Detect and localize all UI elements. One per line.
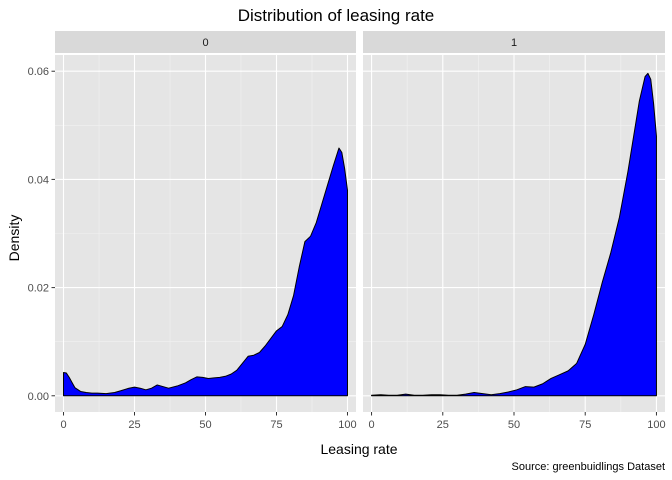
x-tick-label: 100 — [338, 419, 356, 431]
y-tick-label: 0.04 — [28, 174, 49, 186]
x-tick-label: 0 — [368, 419, 374, 431]
y-axis: 0.00 0.02 0.04 0.06 — [28, 66, 55, 403]
x-tick-label: 50 — [199, 419, 211, 431]
x-tick-label: 25 — [128, 419, 140, 431]
facet-strip — [363, 31, 665, 53]
facet-strip-label: 0 — [202, 37, 208, 49]
y-tick-label: 0.06 — [28, 66, 49, 78]
x-tick-label: 75 — [270, 419, 282, 431]
chart-title: Distribution of leasing rate — [238, 6, 435, 25]
facet-panel-1: 1 — [363, 31, 665, 412]
caption: Source: greenbuidlings Dataset — [512, 461, 665, 473]
y-tick-label: 0.00 — [28, 391, 49, 403]
x-axis: 0 25 50 75 100 0 25 50 75 100 — [60, 412, 666, 431]
facet-strip — [55, 31, 356, 53]
facet-strip-label: 1 — [511, 37, 517, 49]
y-axis-title: Density — [6, 215, 22, 262]
y-tick-label: 0.02 — [28, 283, 49, 295]
x-tick-label: 25 — [437, 419, 449, 431]
facet-panel-0: 0 — [55, 31, 356, 412]
density-area-1 — [371, 72, 657, 397]
x-axis-title: Leasing rate — [320, 441, 397, 457]
x-tick-label: 75 — [579, 419, 591, 431]
x-tick-label: 100 — [647, 419, 665, 431]
density-area-0 — [63, 147, 348, 397]
x-tick-label: 50 — [508, 419, 520, 431]
x-tick-label: 0 — [60, 419, 66, 431]
